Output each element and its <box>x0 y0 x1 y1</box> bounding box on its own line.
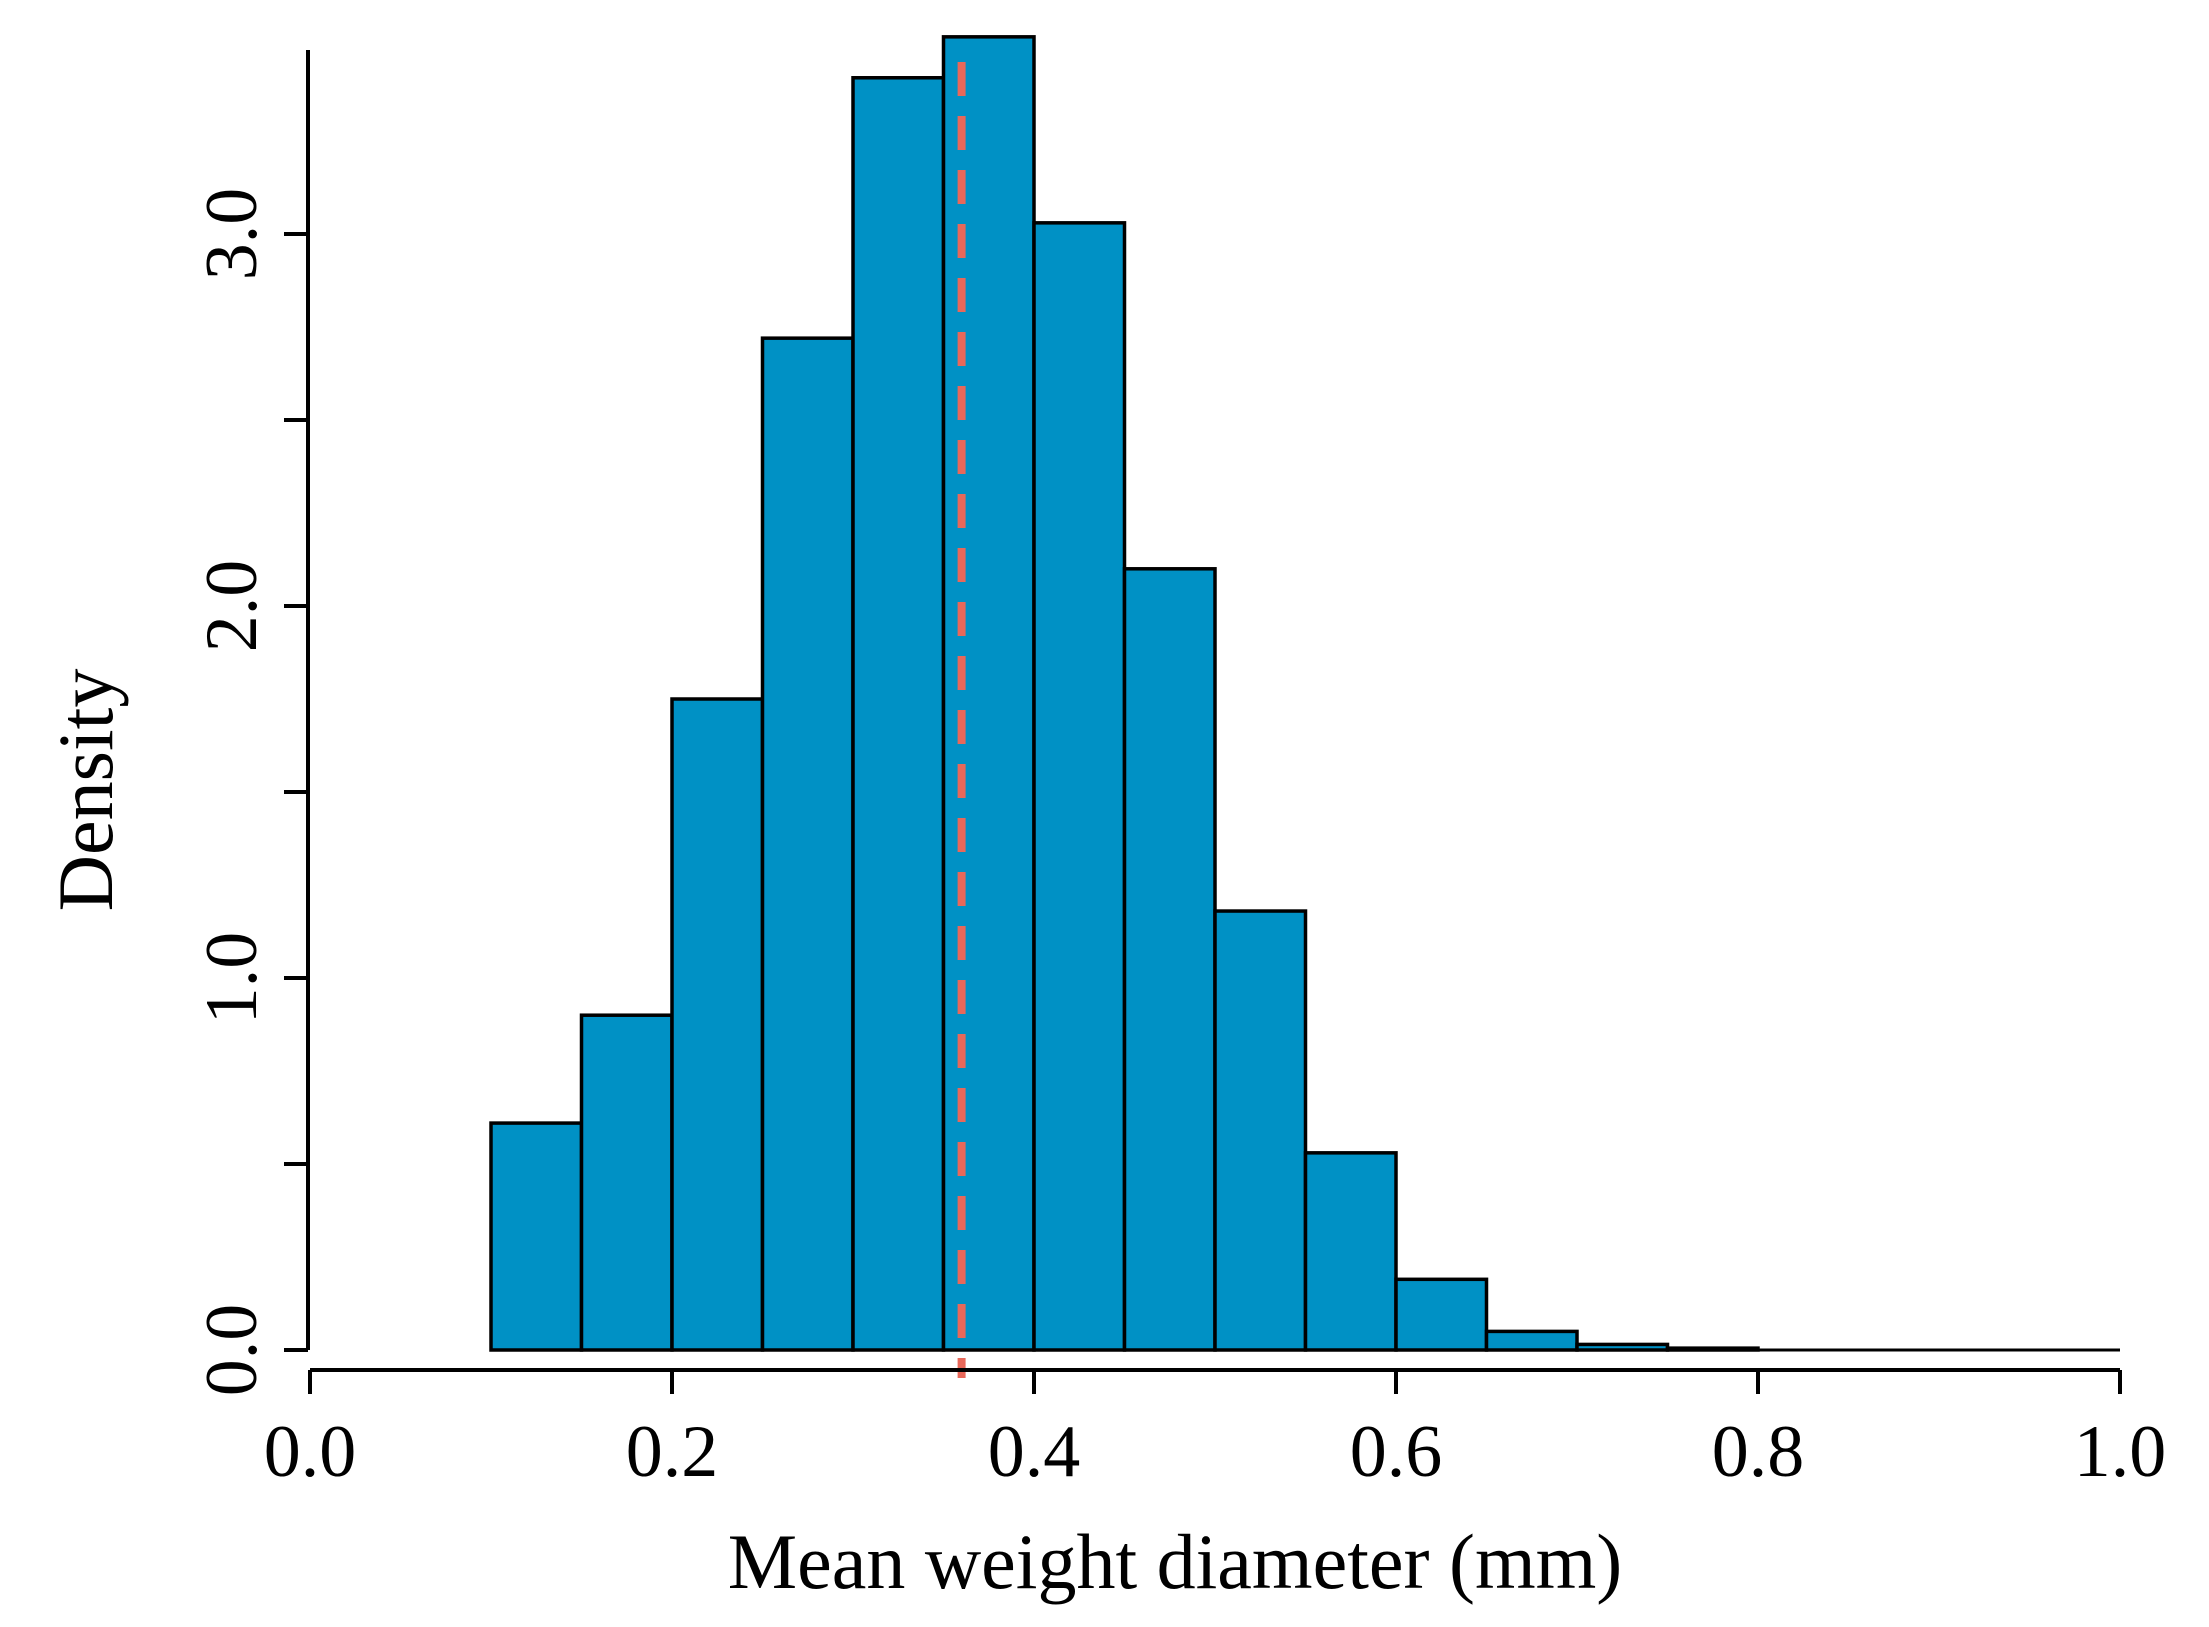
histogram-bar <box>851 76 946 1352</box>
y-tick-label: 1.0 <box>191 932 273 1025</box>
histogram-bar <box>760 336 855 1352</box>
y-tick-label: 2.0 <box>191 560 273 653</box>
histogram-bar <box>670 697 765 1352</box>
x-tick-label: 0.6 <box>1350 1411 1443 1493</box>
x-tick-label: 1.0 <box>2074 1411 2167 1493</box>
histogram-bar <box>1122 567 1217 1352</box>
histogram-bar <box>1484 1329 1579 1352</box>
y-tick-label: 0.0 <box>191 1304 273 1397</box>
histogram-bar <box>489 1121 584 1352</box>
histogram-bar <box>941 35 1036 1352</box>
histogram-bar <box>1303 1151 1398 1352</box>
y-tick-label: 3.0 <box>191 188 273 281</box>
bars-layer <box>489 35 2120 1352</box>
axes-layer: 0.0 0.2 0.4 0.6 0.8 1.0 0.0 1.0 2.0 3.0 <box>191 50 2166 1493</box>
x-tick-label: 0.2 <box>626 1411 719 1493</box>
histogram-bar <box>1213 909 1308 1352</box>
histogram-bar <box>579 1013 674 1352</box>
histogram-bar <box>1394 1277 1489 1352</box>
y-axis-title: Density <box>42 669 129 912</box>
histogram-bar <box>1032 221 1127 1352</box>
x-tick-label: 0.8 <box>1712 1411 1805 1493</box>
x-tick-label: 0.0 <box>264 1411 357 1493</box>
x-axis-title: Mean weight diameter (mm) <box>728 1518 1623 1605</box>
x-tick-label: 0.4 <box>988 1411 1081 1493</box>
